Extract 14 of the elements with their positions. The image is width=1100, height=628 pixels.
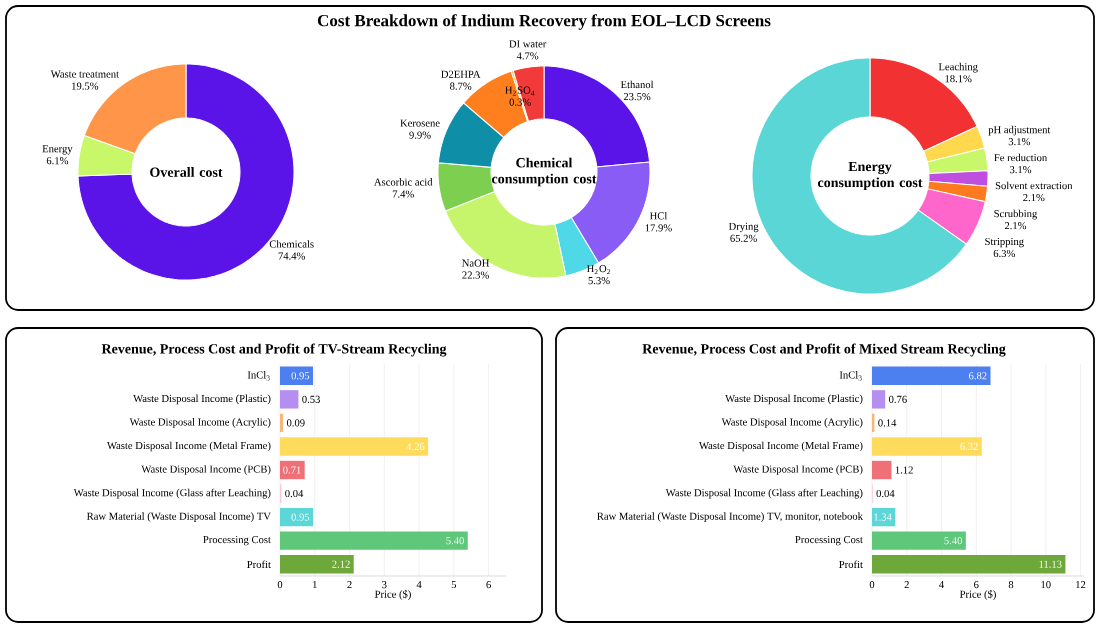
bar	[872, 390, 886, 409]
bar	[280, 555, 354, 574]
chart-title: Cost Breakdown of Indium Recovery from EOL–LCD Screens	[317, 14, 771, 30]
bar	[280, 507, 314, 527]
bar	[280, 531, 468, 550]
bar	[872, 555, 1066, 574]
bar	[280, 366, 314, 385]
bar	[280, 437, 429, 456]
bar	[872, 460, 892, 480]
bar	[280, 390, 299, 409]
bar	[280, 460, 305, 480]
bar	[872, 531, 966, 550]
bar	[872, 366, 991, 385]
bar	[872, 437, 982, 456]
